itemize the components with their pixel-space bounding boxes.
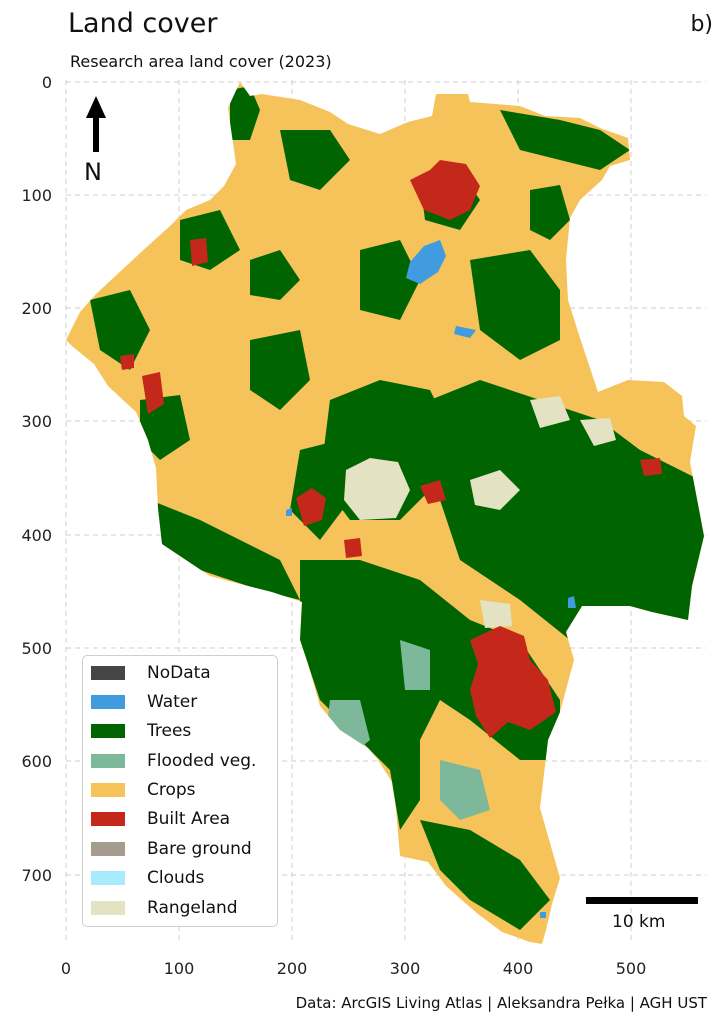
trees-patch (530, 185, 570, 240)
legend-item: Rangeland (91, 897, 238, 919)
trees-center-west (250, 330, 310, 410)
built-area-small (344, 538, 362, 558)
built-area-west-edge (142, 372, 164, 414)
legend-label: Clouds (147, 868, 205, 888)
legend-label: Flooded veg. (147, 751, 257, 771)
trees-far-south (420, 820, 550, 930)
map-subtitle: Research area land cover (2023) (70, 52, 332, 71)
x-tick: 400 (503, 959, 534, 978)
legend-item: Built Area (91, 808, 230, 830)
map-title: Land cover (68, 8, 218, 39)
legend-swatch (91, 695, 125, 709)
legend-item: Trees (91, 720, 191, 742)
legend-label: Built Area (147, 809, 231, 829)
flooded-veg-patch (440, 760, 490, 820)
y-tick: 200 (21, 299, 52, 318)
legend-swatch (91, 812, 125, 826)
built-area-small (120, 354, 134, 370)
water-patch (568, 596, 576, 608)
x-tick: 0 (61, 959, 71, 978)
y-tick: 100 (21, 186, 52, 205)
legend-label: Rangeland (147, 898, 238, 918)
y-tick: 500 (21, 639, 52, 658)
built-area-north-town (410, 160, 480, 220)
built-area-south-city (470, 626, 556, 738)
legend-item: Flooded veg. (91, 750, 256, 772)
built-area-west-town (296, 488, 326, 526)
trees-patch (250, 250, 300, 300)
y-tick: 300 (21, 412, 52, 431)
x-tick: 200 (277, 959, 308, 978)
legend-item: Crops (91, 779, 196, 801)
trees-mid-west (90, 290, 150, 370)
water-patch (540, 912, 546, 918)
legend-label: Trees (147, 721, 192, 741)
rangeland-patch (480, 600, 512, 628)
legend-swatch (91, 871, 125, 885)
scale-bar-label: 10 km (612, 912, 666, 932)
x-tick: 300 (390, 959, 421, 978)
flooded-veg-patch (400, 640, 430, 690)
north-arrow-icon (86, 96, 106, 152)
y-tick: 700 (21, 866, 52, 885)
trees-east-block (430, 380, 704, 640)
legend-swatch (91, 724, 125, 738)
panel-label: b) (690, 12, 713, 37)
legend-item: Water (91, 691, 197, 713)
built-area-north-west (190, 238, 208, 266)
trees-mid-east (470, 250, 560, 360)
rangeland-patch (580, 418, 616, 446)
x-tick: 500 (616, 959, 647, 978)
built-area-center (420, 480, 446, 504)
legend-label: Water (147, 692, 198, 712)
trees-north-east (500, 110, 630, 170)
legend-label: Crops (147, 780, 196, 800)
legend-swatch (91, 901, 125, 915)
legend-swatch (91, 783, 125, 797)
trees-patch (140, 395, 190, 460)
north-label: N (84, 158, 102, 186)
legend: NoData Water Trees Flooded veg. Crops Bu… (82, 655, 278, 927)
trees-north-central (280, 130, 350, 190)
water-patch (454, 326, 476, 338)
built-area-small (640, 458, 662, 476)
legend-swatch (91, 666, 125, 680)
data-credit: Data: ArcGIS Living Atlas | Aleksandra P… (295, 994, 707, 1012)
trees-center-north (360, 240, 420, 320)
legend-swatch (91, 842, 125, 856)
legend-item: Clouds (91, 867, 204, 889)
y-tick: 0 (42, 73, 52, 92)
y-tick-labels: 0 100 200 300 400 500 600 700 (21, 73, 52, 885)
trees-west-belt (150, 500, 300, 600)
y-tick: 600 (21, 752, 52, 771)
rangeland-patch (470, 470, 520, 510)
rangeland-patch (530, 396, 570, 428)
trees-north-west (230, 86, 260, 140)
legend-label: Bare ground (147, 839, 252, 859)
rangeland-large-patch (344, 458, 410, 520)
scale-bar (586, 897, 698, 904)
y-tick: 400 (21, 526, 52, 545)
legend-label: NoData (147, 663, 211, 683)
water-lake (406, 240, 446, 284)
legend-swatch (91, 754, 125, 768)
x-tick: 100 (164, 959, 195, 978)
trees-south-block (300, 560, 560, 830)
water-patch (286, 508, 292, 516)
legend-item: NoData (91, 662, 211, 684)
legend-item: Bare ground (91, 838, 252, 860)
x-tick-labels: 0 100 200 300 400 500 (61, 959, 646, 978)
